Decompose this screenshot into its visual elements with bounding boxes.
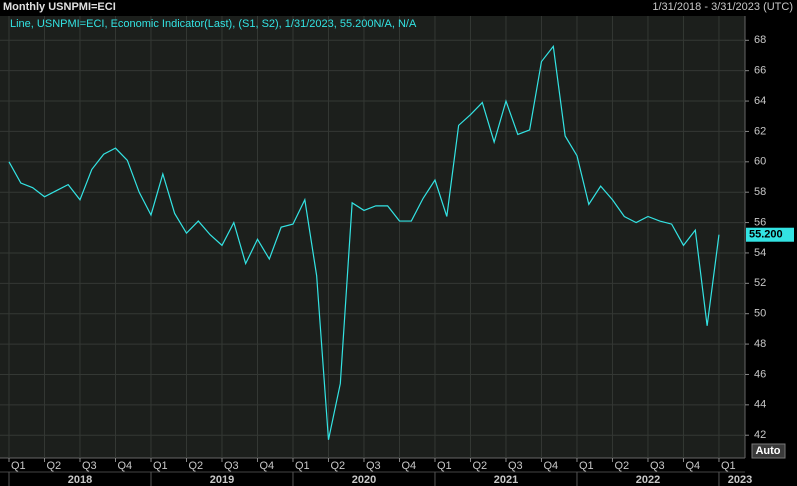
x-tick-label: Q2 xyxy=(330,460,345,472)
x-tick-label: Q4 xyxy=(685,460,700,472)
auto-button-label[interactable]: Auto xyxy=(755,445,780,457)
x-tick-label: Q1 xyxy=(437,460,452,472)
x-tick-label: Q2 xyxy=(472,460,487,472)
x-tick-label: Q1 xyxy=(11,460,26,472)
x-tick-label: Q4 xyxy=(401,460,416,472)
x-tick-label: Q4 xyxy=(543,460,558,472)
y-tick-label: 56 xyxy=(754,216,766,228)
x-tick-label: Q4 xyxy=(259,460,274,472)
x-tick-label: Q4 xyxy=(117,460,132,472)
y-tick-label: 42 xyxy=(754,429,766,441)
year-label: 2020 xyxy=(352,474,376,486)
x-tick-label: Q3 xyxy=(224,460,239,472)
y-tick-label: 60 xyxy=(754,156,766,168)
x-tick-label: Q1 xyxy=(295,460,310,472)
year-label: 2022 xyxy=(636,474,660,486)
year-label: 2023 xyxy=(728,474,752,486)
year-label: 2018 xyxy=(68,474,92,486)
y-tick-label: 68 xyxy=(754,34,766,46)
x-tick-label: Q2 xyxy=(46,460,61,472)
x-tick-label: Q3 xyxy=(82,460,97,472)
y-tick-label: 52 xyxy=(754,277,766,289)
y-tick-label: 50 xyxy=(754,308,766,320)
x-tick-label: Q3 xyxy=(508,460,523,472)
plot-area xyxy=(0,16,745,458)
line-series xyxy=(8,44,720,440)
y-tick-label: 48 xyxy=(754,338,766,350)
last-value-box xyxy=(746,227,794,242)
auto-button[interactable] xyxy=(751,443,786,459)
date-range: 1/31/2018 - 3/31/2023 (UTC) xyxy=(652,1,793,13)
year-label: 2019 xyxy=(210,474,234,486)
x-tick-label: Q3 xyxy=(650,460,665,472)
y-tick-label: 66 xyxy=(754,65,766,77)
x-tick-label: Q1 xyxy=(721,460,736,472)
y-tick-label: 46 xyxy=(754,368,766,380)
legend: Line, USNPMI=ECI, Economic Indicator(Las… xyxy=(10,18,417,30)
x-tick-label: Q1 xyxy=(579,460,594,472)
last-value-label: 55.200 xyxy=(749,229,783,241)
y-tick-label: 58 xyxy=(754,186,766,198)
x-tick-label: Q3 xyxy=(366,460,381,472)
y-tick-label: 54 xyxy=(754,247,766,259)
x-tick-label: Q2 xyxy=(614,460,629,472)
chart-title: Monthly USNPMI=ECI xyxy=(3,1,116,13)
y-tick-label: 44 xyxy=(754,399,766,411)
y-tick-label: 62 xyxy=(754,125,766,137)
year-label: 2021 xyxy=(494,474,518,486)
x-tick-label: Q2 xyxy=(188,460,203,472)
y-tick-label: 64 xyxy=(754,95,766,107)
x-tick-label: Q1 xyxy=(153,460,168,472)
